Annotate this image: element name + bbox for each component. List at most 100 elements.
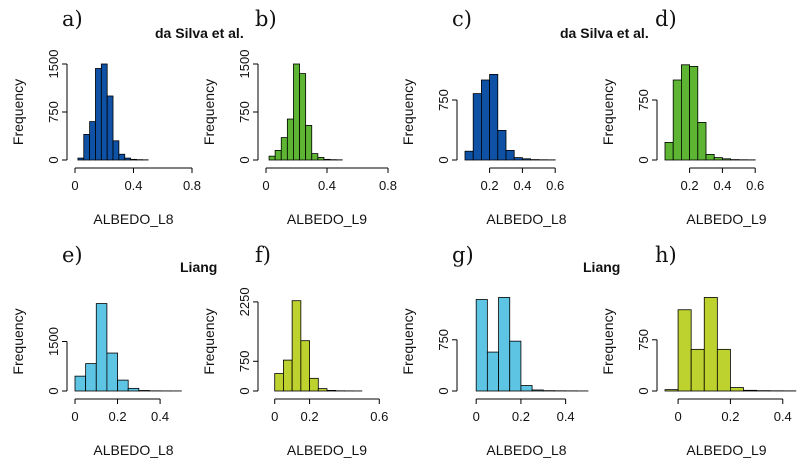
- histogram-bar: [697, 122, 707, 161]
- y-tick-label: 0: [237, 387, 252, 394]
- histogram-bar: [505, 149, 515, 161]
- histogram-bar: [672, 79, 682, 161]
- histogram-bar: [464, 150, 474, 161]
- x-tick-label: 0.2: [481, 178, 499, 193]
- histogram-bar: [522, 158, 532, 161]
- y-tick-label: 1500: [237, 50, 252, 79]
- y-axis-label: Frequency: [10, 79, 26, 145]
- x-tick-label: 0: [262, 178, 269, 193]
- histogram-bar: [100, 63, 108, 161]
- panel-label: g): [452, 243, 474, 267]
- x-axis-label: ALBEDO_L8: [93, 442, 173, 458]
- panel-label: f): [255, 243, 271, 267]
- histogram-bar: [513, 157, 523, 161]
- x-axis-label: ALBEDO_L9: [686, 211, 766, 227]
- x-tick-label: 0.6: [546, 178, 564, 193]
- histogram-bar: [520, 385, 533, 392]
- histogram-bar: [311, 153, 319, 161]
- histogram-bar: [509, 340, 522, 392]
- histogram-bar: [309, 377, 319, 392]
- x-tick-label: 0.4: [513, 178, 531, 193]
- y-tick-label: 0: [636, 387, 651, 394]
- histogram-bar: [690, 348, 705, 392]
- histogram-bar: [130, 158, 137, 161]
- histogram-bar: [326, 390, 337, 392]
- histogram-bar: [299, 73, 307, 161]
- y-tick-label: 0: [46, 156, 61, 163]
- histogram-bar: [83, 133, 91, 161]
- x-tick-label: 0.2: [512, 409, 530, 424]
- histogram-bar: [681, 64, 691, 161]
- x-axis-label: ALBEDO_L9: [686, 442, 766, 458]
- histogram-bar: [124, 157, 131, 161]
- histogram-bar: [268, 155, 276, 161]
- x-tick-label: 0.6: [746, 178, 764, 193]
- y-tick-label: 0: [237, 156, 252, 163]
- histogram-bar: [497, 129, 507, 161]
- y-tick-label: 750: [237, 350, 252, 372]
- y-axis-label: Frequency: [600, 308, 616, 374]
- panel-label: c): [452, 7, 472, 31]
- method-title: Liang: [583, 259, 620, 275]
- y-tick-label: 0: [636, 156, 651, 163]
- y-tick-label: 1500: [46, 327, 61, 356]
- x-tick-label: 0.2: [301, 409, 319, 424]
- x-tick-label: 0.2: [681, 178, 699, 193]
- histogram-bar: [118, 153, 126, 161]
- x-tick-label: 0.4: [151, 409, 169, 424]
- x-tick-label: 0: [674, 409, 681, 424]
- x-axis-label: ALBEDO_L8: [486, 211, 566, 227]
- x-tick-label: 0.4: [713, 178, 731, 193]
- histogram-bar: [664, 141, 674, 161]
- histogram-bar: [705, 153, 715, 161]
- x-axis-label: ALBEDO_L9: [287, 442, 367, 458]
- panel-label: a): [62, 7, 83, 31]
- method-title: da Silva et al.: [155, 25, 244, 41]
- histogram-bar: [472, 93, 482, 161]
- y-tick-label: 750: [636, 89, 651, 111]
- x-tick-label: 0.4: [124, 178, 142, 193]
- histogram-bar: [74, 375, 87, 392]
- x-tick-label: 0.2: [721, 409, 739, 424]
- histogram-bar: [716, 348, 731, 392]
- y-tick-label: 750: [436, 329, 451, 351]
- histogram-bar: [317, 157, 325, 161]
- histogram-bar: [743, 389, 757, 392]
- y-tick-label: 1500: [46, 50, 61, 79]
- x-axis-label: ALBEDO_L8: [486, 442, 566, 458]
- y-tick-label: 2250: [237, 287, 252, 316]
- y-tick-label: 750: [636, 329, 651, 351]
- histogram-bar: [280, 137, 288, 161]
- x-axis-label: ALBEDO_L8: [93, 211, 173, 227]
- x-tick-label: 0: [473, 409, 480, 424]
- histogram-bar: [498, 297, 511, 392]
- histogram-bar: [286, 118, 294, 161]
- histogram-bar: [531, 389, 544, 392]
- histogram-bar: [77, 157, 85, 161]
- y-axis-label: Frequency: [600, 79, 616, 145]
- histogram-bar: [480, 79, 490, 161]
- y-axis-label: Frequency: [201, 308, 217, 374]
- histogram-bar: [283, 359, 293, 392]
- histogram-bar: [664, 389, 679, 392]
- x-tick-label: 0: [71, 178, 78, 193]
- x-tick-label: 0.4: [557, 409, 575, 424]
- x-tick-label: 0.8: [183, 178, 201, 193]
- y-axis-label: Frequency: [201, 79, 217, 145]
- histogram-bar: [106, 95, 114, 161]
- y-tick-label: 750: [436, 89, 451, 111]
- histogram-bar: [730, 387, 744, 392]
- histogram-bar: [89, 121, 96, 161]
- histogram-bar: [323, 158, 331, 161]
- histogram-bar: [274, 149, 282, 161]
- panel-label: b): [255, 7, 277, 31]
- histogram-bar: [300, 340, 310, 392]
- histogram-bar: [703, 297, 718, 392]
- histogram-bar: [317, 388, 328, 392]
- x-tick-label: 0.4: [318, 178, 336, 193]
- x-tick-label: 0.8: [379, 178, 397, 193]
- histogram-bar: [305, 125, 313, 161]
- y-tick-label: 0: [436, 156, 451, 163]
- histogram-bar: [291, 300, 302, 392]
